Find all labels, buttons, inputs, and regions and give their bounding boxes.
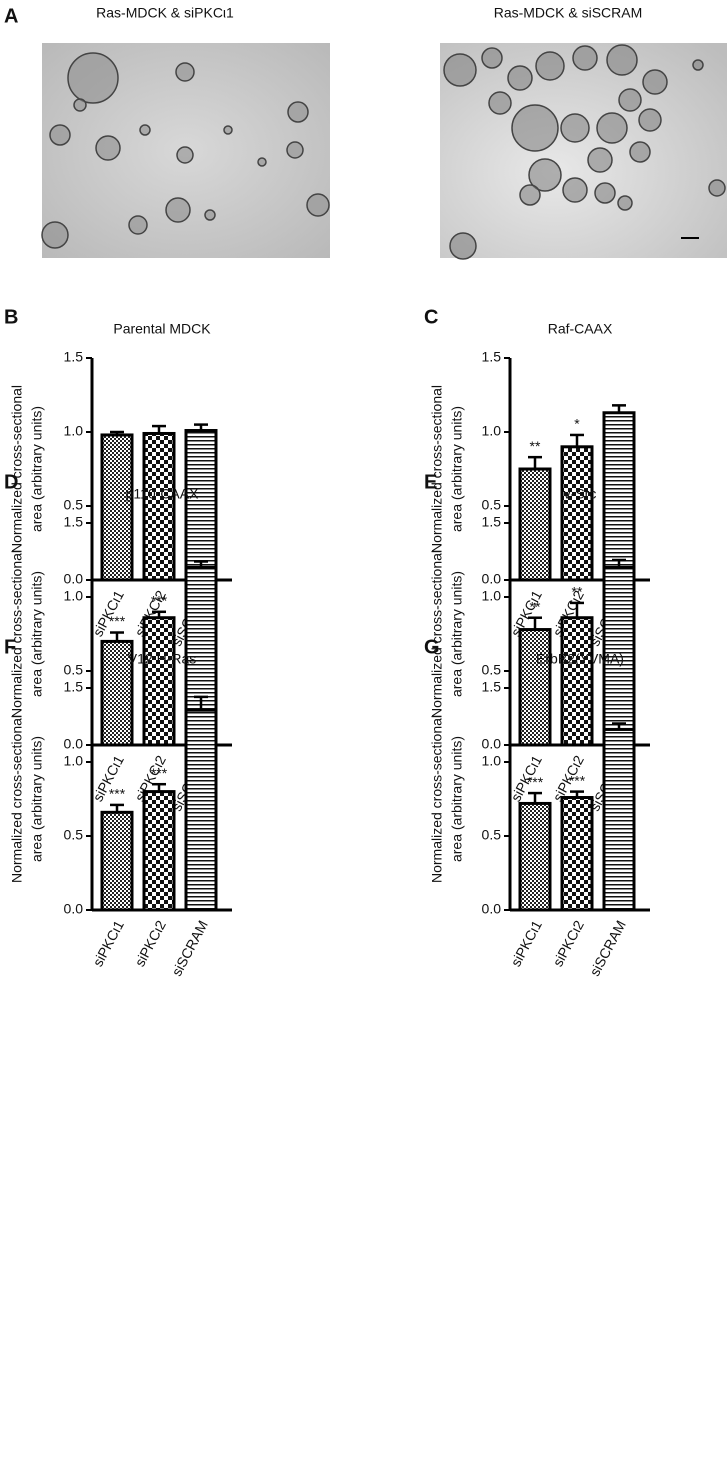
y-axis-label: Normalized cross-sectional [9, 550, 25, 718]
y-tick-label: 0.5 [64, 662, 84, 678]
significance: ** [530, 438, 541, 454]
y-axis-label: Normalized cross-sectional [9, 385, 25, 553]
bar [142, 616, 176, 747]
chart-title: ErbB2(YVMA) [536, 651, 624, 667]
y-axis-label: Normalized cross-sectional [429, 385, 445, 553]
significance: *** [151, 765, 168, 781]
bar [518, 628, 552, 747]
bar [602, 727, 636, 912]
panel-letter: G [424, 636, 440, 658]
x-tick-label: siPKCι1 [507, 917, 545, 969]
y-tick-label: 0.0 [64, 571, 84, 587]
significance: * [574, 416, 580, 432]
y-axis-label: area (arbitrary units) [29, 406, 45, 532]
x-tick-label: siPKCι2 [549, 917, 587, 969]
y-tick-label: 1.0 [482, 588, 502, 604]
x-tick-label: siSCRAM [168, 918, 211, 979]
y-axis-label: area (arbitrary units) [29, 736, 45, 862]
y-tick-label: 0.0 [482, 901, 502, 917]
micrograph [440, 43, 727, 260]
y-tick-label: 0.0 [482, 736, 502, 752]
y-axis-label: Normalized cross-sectional [429, 715, 445, 883]
bar [560, 796, 594, 912]
chart-title: Parental MDCK [113, 321, 211, 337]
y-tick-label: 1.0 [64, 753, 84, 769]
chart-title: p110-CAAX [126, 486, 200, 502]
y-tick-label: 1.0 [64, 588, 84, 604]
y-tick-label: 1.5 [64, 679, 84, 695]
significance: *** [527, 774, 544, 790]
bar [184, 429, 218, 582]
y-axis-label: area (arbitrary units) [449, 571, 465, 697]
bar [560, 616, 594, 747]
x-tick-label: siPKCι1 [89, 917, 127, 969]
bar [142, 790, 176, 912]
panel-letter: A [4, 5, 18, 27]
chart-title: v-Src [564, 486, 597, 502]
significance: *** [109, 613, 126, 629]
y-axis-label: Normalized cross-sectional [9, 715, 25, 883]
bar [518, 467, 552, 582]
significance: *** [151, 593, 168, 609]
bar [100, 433, 134, 582]
y-tick-label: 1.0 [482, 423, 502, 439]
y-tick-label: 1.5 [482, 349, 502, 365]
y-tick-label: 1.5 [64, 514, 84, 530]
y-tick-label: 0.5 [482, 497, 502, 513]
y-tick-label: 1.0 [64, 423, 84, 439]
y-tick-label: 1.5 [482, 514, 502, 530]
image-title: Ras-MDCK & siSCRAM [494, 5, 643, 21]
y-tick-label: 0.0 [64, 736, 84, 752]
y-axis-label: area (arbitrary units) [449, 736, 465, 862]
chart-title: V12 H-Ras [128, 651, 196, 667]
y-axis-label: area (arbitrary units) [449, 406, 465, 532]
bar [184, 708, 218, 912]
y-axis-label: area (arbitrary units) [29, 571, 45, 697]
y-tick-label: 0.0 [64, 901, 84, 917]
panel-letter: C [424, 306, 438, 328]
panel-letter: E [424, 471, 437, 493]
y-tick-label: 0.5 [482, 662, 502, 678]
significance: ** [530, 598, 541, 614]
y-tick-label: 0.5 [64, 497, 84, 513]
x-tick-label: siPKCι2 [131, 917, 169, 969]
panel-letter: D [4, 471, 18, 493]
significance: *** [569, 772, 586, 788]
panel-letter: F [4, 636, 16, 658]
image-title: Ras-MDCK & siPKCι1 [96, 5, 234, 21]
y-tick-label: 0.0 [482, 571, 502, 587]
bar [560, 445, 594, 582]
bar [518, 801, 552, 912]
y-tick-label: 1.5 [482, 679, 502, 695]
y-tick-label: 1.0 [482, 753, 502, 769]
y-tick-label: 0.5 [482, 827, 502, 843]
bar [100, 810, 134, 912]
y-tick-label: 0.5 [64, 827, 84, 843]
micrograph [41, 43, 330, 258]
bar [602, 411, 636, 582]
significance: ** [572, 584, 583, 600]
bar [142, 431, 176, 582]
y-axis-label: Normalized cross-sectional [429, 550, 445, 718]
y-tick-label: 1.5 [64, 349, 84, 365]
significance: *** [109, 786, 126, 802]
x-tick-label: siSCRAM [586, 918, 629, 979]
panel-letter: B [4, 306, 18, 328]
chart-title: Raf-CAAX [548, 321, 613, 337]
